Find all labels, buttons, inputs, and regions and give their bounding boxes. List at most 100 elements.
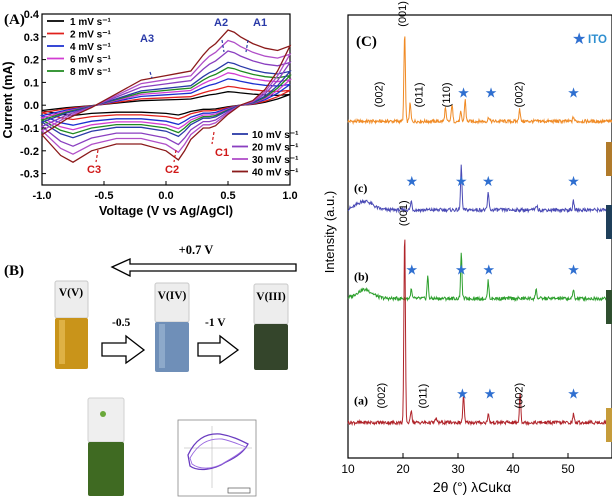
cv-peak-label: C3 [87, 164, 101, 176]
ito-legend-label: ITO [588, 34, 607, 46]
oxidation-arrow [110, 257, 297, 278]
cv-x-tick-label: 1.0 [282, 190, 297, 202]
xrd-ito-markers: ★ ★ ★ ★ ★ ★ ★ ★ ★ ★ ★ ★ ★ ★ [406, 84, 580, 401]
xrd-miller-index: (001) [397, 1, 409, 27]
inset-cv-thumbnail [177, 419, 257, 497]
cv-legend: 1 mV s⁻¹ 2 mV s⁻¹4 mV s⁻¹ 6 mV s⁻¹8 mV s⁻¹… [47, 17, 299, 179]
cv-peak-label: C1 [215, 147, 229, 159]
xrd-miller-index: (011) [413, 82, 425, 107]
vial-v3: V(III) [253, 283, 289, 370]
xrd-x-tick-label: 40 [506, 462, 520, 476]
cv-peak-label: A3 [140, 33, 154, 45]
ito-star-icon: ★ [482, 173, 495, 189]
vial-v5: V(V) [54, 280, 89, 369]
cv-legend-entry: 10 mV s⁻¹ [252, 130, 299, 141]
cv-series-line [39, 78, 291, 126]
xrd-x-tick-label: 50 [561, 462, 575, 476]
cv-legend-entry: 40 mV s⁻¹ [252, 168, 299, 179]
cv-curves [39, 29, 293, 163]
cv-y-tick-label: -0.1 [20, 123, 39, 135]
cv-chart: (A) -1.0 -0.5 0.0 0.5 1.0 -0.3 -0.2 -0.1 0.0 0.1 0… [1, 9, 299, 218]
xrd-annotations: (001) (002) (011) (110) (002) (001) (002) (011)… [373, 1, 525, 409]
cv-legend-entry: 30 mV s⁻¹ [252, 155, 299, 166]
cv-x-tick-label: 0.5 [220, 190, 235, 202]
xrd-plot-frame [347, 14, 612, 459]
cv-peak-label: A1 [253, 17, 267, 29]
cv-series-line [41, 85, 291, 121]
reduction-voltage-1: -0.5 [112, 317, 130, 329]
cv-series-line [41, 29, 292, 163]
cv-x-axis-label: Voltage (V vs Ag/AgCl) [99, 204, 233, 218]
cv-legend-entry: 8 mV s⁻¹ [70, 67, 112, 78]
xrd-y-axis-label: Intensity (a.u.) [322, 191, 337, 273]
ito-star-icon: ★ [567, 173, 580, 189]
vial-photo-panel: (B) +0.7 V V(V) -0.5 V(IV) -1 V V(III) [4, 243, 297, 497]
xrd-miller-index: (002) [373, 82, 385, 108]
xrd-series-line [347, 36, 612, 125]
xrd-series-line [347, 164, 612, 214]
vial-label-v4: V(IV) [158, 290, 187, 302]
xrd-series-label: (a) [354, 394, 368, 408]
ito-star-icon: ★ [485, 84, 498, 100]
vial-v4: V(IV) [154, 282, 190, 372]
cv-peak-label: A2 [214, 17, 228, 29]
vial-label-v3: V(III) [256, 291, 286, 303]
cv-y-tick-label: 0.3 [24, 32, 39, 44]
cv-series-line [40, 39, 292, 155]
cv-series-line [40, 72, 293, 131]
cv-x-tick-label: 0.0 [158, 190, 173, 202]
xrd-x-axis-label: 2θ (°) λCukα [433, 479, 511, 495]
cv-series-line [40, 66, 292, 135]
cv-legend-entry: 1 mV s⁻¹ [70, 17, 112, 28]
cv-y-tick-label: -0.2 [20, 146, 39, 158]
ito-star-icon: ★ [567, 386, 580, 402]
ito-star-icon: ★ [484, 386, 497, 402]
cv-legend-entry: 4 mV s⁻¹ [70, 42, 112, 53]
xrd-miller-index: (001) [398, 200, 410, 226]
xrd-series-labels: (c) (b) (a) [354, 181, 369, 408]
cv-series-line [41, 91, 291, 117]
ito-star-icon: ★ [457, 84, 470, 100]
ito-star-icon: ★ [406, 173, 419, 189]
cv-legend-entry: 20 mV s⁻¹ [252, 143, 299, 154]
xrd-miller-index: (002) [514, 82, 526, 108]
cv-series-line [40, 61, 292, 139]
xrd-x-tick-label: 10 [341, 462, 355, 476]
ito-star-icon: ★ [456, 386, 469, 402]
cv-legend-entry: 2 mV s⁻¹ [70, 30, 112, 41]
cv-x-tick-label: -1.0 [33, 190, 52, 202]
cv-series-line [40, 50, 292, 147]
xrd-series-label: (c) [354, 181, 367, 195]
oxidation-voltage-label: +0.7 V [179, 243, 214, 257]
cv-y-tick-label: 0.0 [24, 100, 39, 112]
xrd-miller-index: (002) [514, 383, 526, 409]
cv-x-tick-label: -0.5 [95, 190, 114, 202]
xrd-miller-index: (110) [441, 82, 453, 107]
xrd-series-line [347, 239, 612, 427]
ito-star-icon: ★ [567, 84, 580, 100]
cv-peak-label: C2 [165, 164, 179, 176]
cv-y-tick-label: -0.3 [20, 169, 39, 181]
panel-b-label: (B) [4, 263, 24, 279]
cv-peak-labels: A3 A2 A1 C3 C2 C1 [87, 17, 267, 176]
xrd-axis-ticks: 10 20 30 40 50 [341, 453, 575, 476]
ito-star-icon: ★ [406, 262, 419, 278]
xrd-series-line [347, 252, 612, 303]
ito-star-icon: ★ [455, 262, 468, 278]
cv-y-tick-label: 0.1 [24, 77, 39, 89]
cv-y-tick-label: 0.2 [24, 55, 39, 67]
reduction-voltage-2: -1 V [205, 317, 226, 329]
cv-y-axis-label: Current (mA) [1, 61, 15, 138]
ito-star-icon: ★ [483, 262, 496, 278]
panel-c-label: (C) [356, 34, 377, 50]
xrd-miller-index: (002) [376, 383, 388, 409]
xrd-series-label: (b) [354, 270, 369, 284]
cv-y-tick-label: 0.4 [24, 9, 40, 21]
reduction-arrow-1 [101, 334, 146, 365]
ito-star-icon: ★ [455, 173, 468, 189]
cv-axis-ticks: -1.0 -0.5 0.0 0.5 1.0 -0.3 -0.2 -0.1 0.0 0.1 0.2 0.… [20, 9, 298, 202]
xrd-patterns [347, 36, 612, 427]
xrd-x-tick-label: 30 [451, 462, 465, 476]
ito-star-icon: ★ [572, 31, 586, 48]
